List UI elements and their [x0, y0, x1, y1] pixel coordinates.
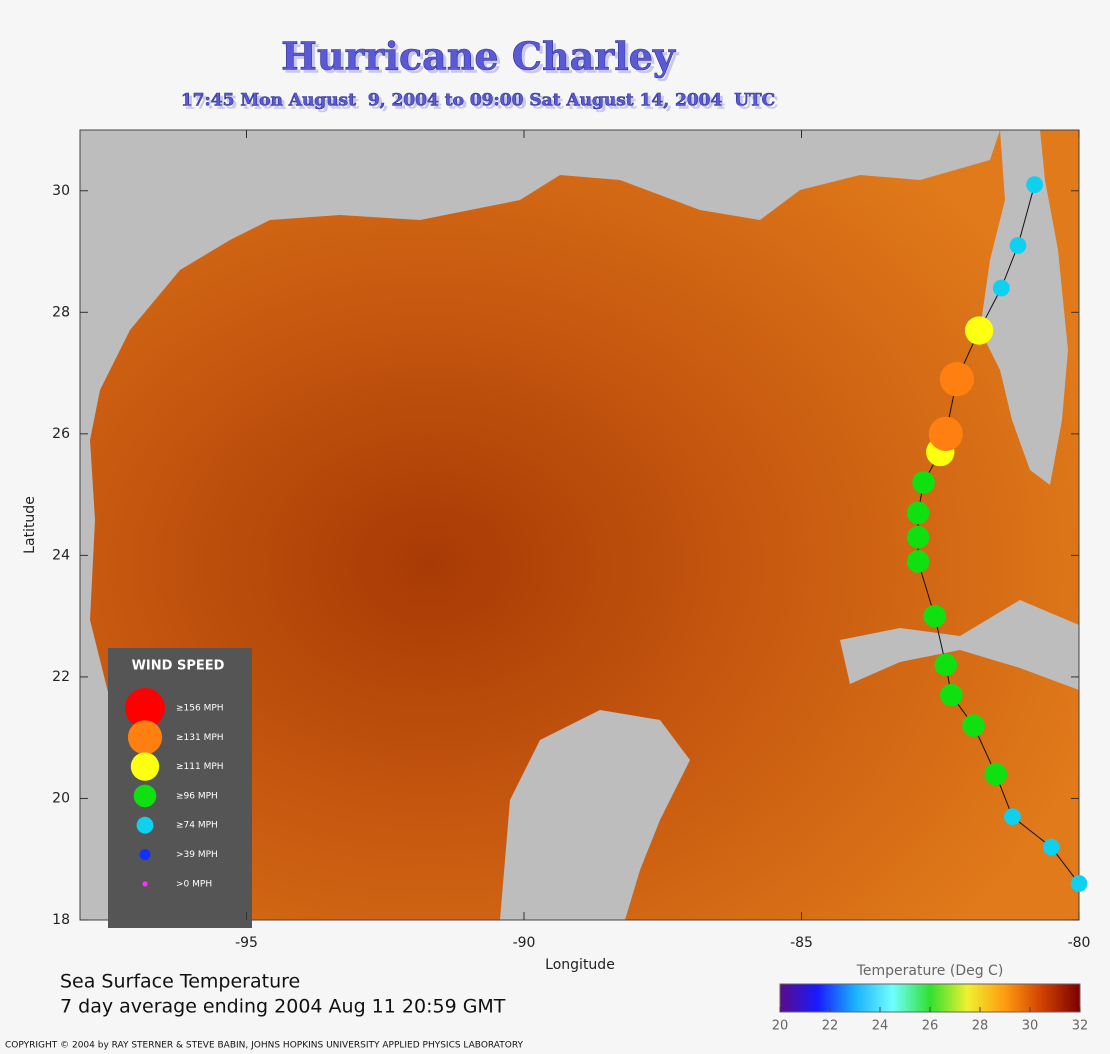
colorbar-label: Temperature (Deg C)	[856, 963, 1004, 979]
track-point	[912, 471, 935, 494]
x-tick-label: -85	[790, 935, 813, 951]
colorbar-tick-label: 26	[922, 1019, 939, 1034]
colorbar-tick-label: 20	[772, 1019, 789, 1034]
x-tick-label: -90	[513, 935, 536, 951]
x-tick-label: -80	[1068, 935, 1091, 951]
y-tick-label: 18	[52, 912, 70, 928]
x-tick-label: -95	[235, 935, 258, 951]
legend-label: >0 MPH	[176, 879, 212, 889]
legend-marker	[127, 720, 163, 755]
track-point	[962, 714, 985, 737]
track-point	[934, 653, 958, 677]
land-north	[80, 130, 1000, 920]
track-point	[906, 525, 930, 549]
legend-label: ≥156 MPH	[176, 704, 224, 714]
cuba	[840, 600, 1079, 690]
chart-title: Hurricane Charley	[281, 34, 676, 79]
legend-marker	[142, 881, 148, 887]
legend-title: WIND SPEED	[132, 659, 225, 674]
colorbar-tick-label: 28	[972, 1019, 989, 1034]
copyright: COPYRIGHT © 2004 by RAY STERNER & STEVE …	[5, 1041, 524, 1051]
legend-marker	[130, 752, 160, 781]
track-point	[1070, 875, 1088, 892]
track-point	[906, 501, 930, 525]
track-point	[906, 550, 930, 573]
colorbar-tick-label: 30	[1022, 1019, 1039, 1034]
plot-frame	[79, 129, 1080, 921]
legend-label: ≥74 MPH	[176, 821, 218, 831]
y-tick-label: 26	[52, 426, 70, 442]
colorbar-tick-label: 22	[822, 1019, 839, 1034]
footer-line: Sea Surface Temperature	[60, 971, 300, 993]
track-point	[1004, 808, 1021, 826]
yucatan	[500, 710, 690, 920]
track-point	[940, 683, 963, 707]
legend-label: ≥131 MPH	[176, 733, 224, 743]
track-point	[984, 762, 1008, 786]
legend-label: ≥96 MPH	[176, 791, 218, 801]
colorbar-tick-label: 24	[872, 1019, 889, 1034]
y-tick-label: 22	[52, 669, 70, 685]
legend-marker	[125, 688, 165, 728]
track-point	[1009, 237, 1027, 254]
legend-marker	[136, 816, 154, 834]
track-point	[1026, 176, 1043, 194]
y-tick-label: 20	[52, 790, 70, 806]
x-axis-label: Longitude	[545, 957, 615, 973]
y-tick-label: 30	[52, 183, 70, 199]
y-tick-label: 28	[52, 304, 70, 320]
footer-line: 7 day average ending 2004 Aug 11 20:59 G…	[60, 996, 506, 1018]
florida	[980, 130, 1068, 485]
track-point	[923, 604, 946, 628]
track-point	[992, 279, 1010, 297]
colorbar-tick-label: 32	[1072, 1019, 1089, 1034]
track-point	[928, 416, 963, 451]
legend-marker	[139, 849, 151, 860]
legend-label: ≥111 MPH	[176, 762, 224, 772]
track-point	[939, 362, 975, 397]
chart-subtitle: 17:45 Mon August 9, 2004 to 09:00 Sat Au…	[181, 91, 775, 111]
legend-label: >39 MPH	[176, 850, 218, 860]
y-tick-label: 24	[52, 547, 70, 563]
legend-marker	[133, 784, 157, 808]
track-point	[1042, 838, 1060, 856]
track-point	[964, 316, 994, 345]
y-axis-label: Latitude	[22, 496, 38, 554]
legend: WIND SPEED ≥156 MPH ≥131 MPH ≥111 MPH ≥96 M…	[108, 648, 252, 928]
